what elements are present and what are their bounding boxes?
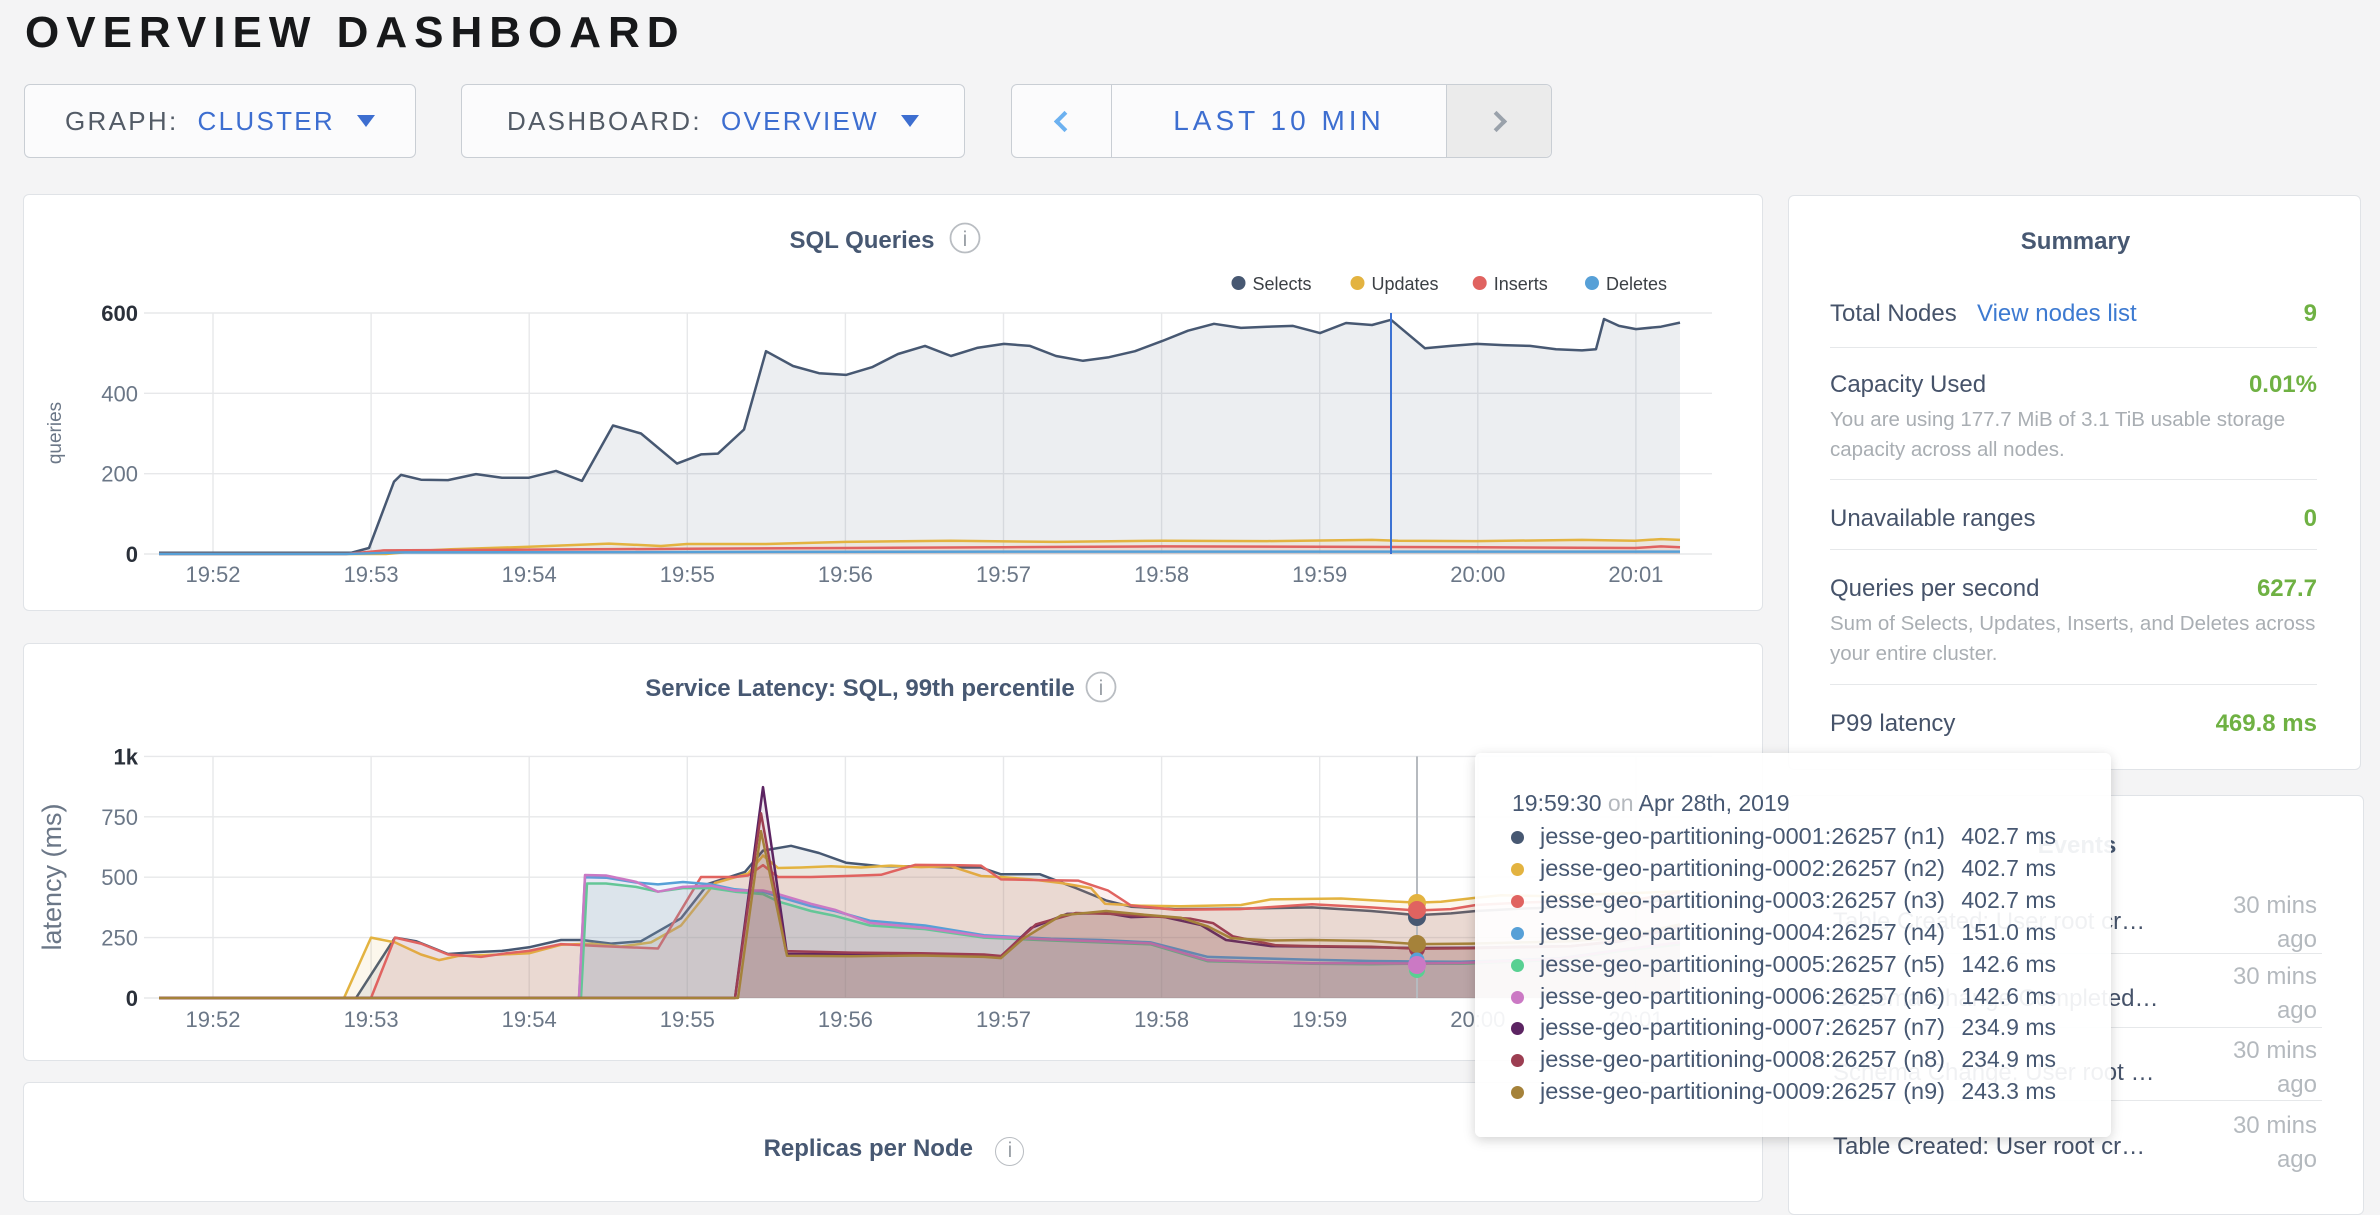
svg-text:19:53: 19:53 (344, 1007, 399, 1032)
svg-text:latency (ms): latency (ms) (37, 803, 67, 950)
svg-text:19:55: 19:55 (660, 562, 715, 587)
svg-text:600: 600 (101, 301, 138, 326)
svg-text:500: 500 (101, 865, 138, 890)
svg-text:19:55: 19:55 (660, 1007, 715, 1032)
svg-text:20:01: 20:01 (1608, 562, 1663, 587)
svg-text:19:54: 19:54 (502, 1007, 557, 1032)
svg-text:0: 0 (126, 542, 138, 567)
svg-text:SQL Queries: SQL Queries (790, 227, 935, 254)
svg-text:1k: 1k (114, 744, 139, 769)
svg-text:Service Latency: SQL, 99th per: Service Latency: SQL, 99th percentile (645, 675, 1075, 702)
svg-text:i: i (963, 228, 968, 251)
svg-text:19:56: 19:56 (818, 1007, 873, 1032)
svg-text:i: i (1099, 677, 1104, 700)
svg-text:Inserts: Inserts (1494, 274, 1548, 294)
svg-text:400: 400 (101, 381, 138, 406)
svg-text:19:58: 19:58 (1134, 562, 1189, 587)
svg-text:queries: queries (45, 402, 66, 464)
svg-text:19:52: 19:52 (185, 562, 240, 587)
svg-text:19:57: 19:57 (976, 562, 1031, 587)
svg-text:19:59: 19:59 (1292, 562, 1347, 587)
svg-text:19:58: 19:58 (1134, 1007, 1189, 1032)
svg-text:20:00: 20:00 (1450, 562, 1505, 587)
svg-text:Selects: Selects (1253, 274, 1312, 294)
svg-text:Deletes: Deletes (1606, 274, 1667, 294)
svg-text:19:56: 19:56 (818, 562, 873, 587)
svg-text:0: 0 (126, 986, 138, 1011)
svg-text:250: 250 (101, 926, 138, 951)
svg-text:19:59: 19:59 (1292, 1007, 1347, 1032)
svg-text:750: 750 (101, 805, 138, 830)
svg-text:200: 200 (101, 462, 138, 487)
svg-text:Updates: Updates (1372, 274, 1439, 294)
svg-text:19:53: 19:53 (344, 562, 399, 587)
svg-text:19:54: 19:54 (502, 562, 557, 587)
svg-text:19:52: 19:52 (185, 1007, 240, 1032)
svg-text:19:57: 19:57 (976, 1007, 1031, 1032)
